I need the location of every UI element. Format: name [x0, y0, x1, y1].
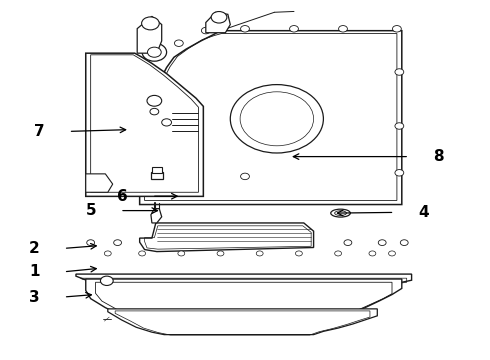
Circle shape: [266, 240, 273, 246]
Circle shape: [389, 251, 395, 256]
Circle shape: [226, 240, 234, 246]
Polygon shape: [140, 223, 314, 252]
Circle shape: [178, 251, 185, 256]
FancyBboxPatch shape: [151, 172, 163, 179]
Circle shape: [230, 85, 323, 153]
Circle shape: [290, 26, 298, 32]
Circle shape: [339, 26, 347, 32]
Ellipse shape: [331, 209, 350, 217]
Circle shape: [162, 119, 172, 126]
Circle shape: [142, 43, 167, 61]
Polygon shape: [137, 16, 162, 53]
Circle shape: [217, 251, 224, 256]
Circle shape: [369, 251, 376, 256]
Circle shape: [378, 240, 386, 246]
Circle shape: [395, 170, 404, 176]
Polygon shape: [140, 31, 402, 204]
Text: 6: 6: [117, 189, 128, 204]
Ellipse shape: [335, 211, 346, 215]
Circle shape: [187, 240, 195, 246]
Polygon shape: [76, 274, 412, 287]
Text: 4: 4: [418, 205, 429, 220]
Polygon shape: [86, 174, 113, 192]
Text: 5: 5: [85, 203, 96, 218]
Circle shape: [211, 12, 227, 23]
Circle shape: [241, 26, 249, 32]
Circle shape: [201, 27, 210, 34]
Circle shape: [392, 26, 401, 32]
Polygon shape: [86, 279, 402, 323]
Circle shape: [114, 240, 122, 246]
Polygon shape: [86, 53, 203, 196]
Circle shape: [295, 251, 302, 256]
Circle shape: [141, 105, 149, 111]
Circle shape: [241, 173, 249, 180]
Circle shape: [100, 276, 113, 285]
Circle shape: [395, 69, 404, 75]
Polygon shape: [108, 309, 377, 335]
Text: 8: 8: [433, 149, 444, 164]
Circle shape: [148, 240, 156, 246]
Circle shape: [167, 173, 176, 180]
Circle shape: [87, 240, 95, 246]
Circle shape: [104, 251, 111, 256]
Polygon shape: [151, 209, 162, 223]
Circle shape: [147, 95, 162, 106]
Circle shape: [400, 240, 408, 246]
FancyBboxPatch shape: [152, 167, 162, 173]
Circle shape: [139, 251, 146, 256]
Circle shape: [141, 141, 149, 147]
Circle shape: [142, 17, 159, 30]
Circle shape: [256, 251, 263, 256]
Circle shape: [147, 47, 161, 57]
Text: 1: 1: [29, 264, 40, 279]
Circle shape: [174, 40, 183, 46]
Text: 2: 2: [29, 241, 40, 256]
Circle shape: [305, 240, 313, 246]
Text: 3: 3: [29, 289, 40, 305]
Circle shape: [344, 240, 352, 246]
Circle shape: [335, 251, 342, 256]
Text: 7: 7: [34, 124, 45, 139]
Circle shape: [150, 108, 159, 115]
Polygon shape: [206, 12, 230, 33]
Circle shape: [240, 92, 314, 146]
Circle shape: [395, 123, 404, 129]
